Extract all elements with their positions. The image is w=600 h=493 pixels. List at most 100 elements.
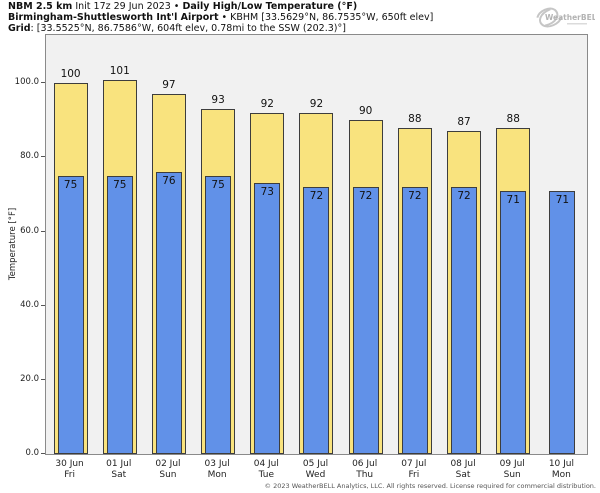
high-value-label: 92 [260, 97, 274, 110]
x-tick-weekday: Mon [551, 470, 571, 480]
x-tick-weekday: Sun [503, 470, 521, 480]
y-tick-label: 100.0 [14, 77, 39, 88]
y-tick-mark [41, 156, 45, 158]
low-temp-bar [254, 183, 281, 454]
high-value-label: 88 [506, 112, 520, 125]
y-tick-mark [41, 304, 45, 306]
x-tick-weekday: Sat [455, 470, 471, 480]
low-temp-bar [205, 175, 232, 454]
bar-group: 100 75 [46, 35, 95, 454]
low-value-label: 76 [162, 175, 176, 188]
x-tick-date: 07 Jul [401, 459, 427, 469]
x-tick-date: 08 Jul [450, 459, 476, 469]
low-value-label: 73 [260, 186, 274, 199]
low-value-label: 71 [506, 193, 520, 206]
x-tick-label: 30 Jun Fri [45, 459, 94, 481]
bar-group: 97 76 [144, 35, 193, 454]
x-tick-weekday: Fri [64, 470, 75, 480]
high-value-label: 100 [60, 68, 81, 81]
weatherbell-logo: WeatherBELL [533, 2, 600, 35]
x-tick-weekday: Mon [207, 470, 227, 480]
bar-group: 71 [538, 35, 587, 454]
model-name: NBM 2.5 km [8, 1, 73, 12]
x-tick-date: 03 Jul [204, 459, 230, 469]
y-tick-label: 80.0 [20, 151, 39, 162]
low-temp-bar [106, 175, 133, 454]
x-tick-label: 02 Jul Sun [143, 459, 192, 481]
x-tick-label: 04 Jul Tue [242, 459, 291, 481]
x-tick-weekday: Wed [305, 470, 326, 480]
high-value-label: 93 [211, 94, 225, 107]
low-temp-bar [401, 187, 428, 454]
x-tick-weekday: Sun [159, 470, 177, 480]
x-tick-date: 09 Jul [499, 459, 525, 469]
weatherbell-logo-text: WeatherBELL [545, 13, 595, 22]
y-tick-label: 40.0 [20, 299, 39, 310]
x-tick-weekday: Thu [356, 470, 374, 480]
title-line-3: Grid: [33.5525°N, 86.7586°W, 604ft elev,… [8, 22, 433, 35]
y-tick-label: 0.0 [25, 448, 39, 458]
bar-group: 101 75 [95, 35, 144, 454]
low-temp-bar [155, 172, 182, 454]
x-tick-label: 03 Jul Mon [193, 459, 242, 481]
high-value-label: 92 [309, 97, 324, 110]
chart-title: Daily High/Low Temperature (°F) [182, 1, 358, 12]
chart-header: NBM 2.5 km Init 17z 29 Jun 2023 • Daily … [8, 1, 434, 35]
x-tick-weekday: Tue [258, 470, 274, 480]
bar-group: 87 72 [439, 35, 488, 454]
low-value-label: 75 [211, 178, 225, 191]
grid-label: Grid [8, 22, 31, 34]
high-value-label: 90 [358, 105, 373, 118]
title-line-1: NBM 2.5 km Init 17z 29 Jun 2023 • Daily … [8, 1, 433, 13]
x-tick-weekday: Sat [111, 470, 127, 480]
low-value-label: 72 [358, 190, 373, 203]
high-value-label: 101 [109, 64, 130, 77]
low-value-label: 71 [555, 193, 570, 206]
x-tick-date: 01 Jul [106, 459, 132, 469]
x-tick-label: 08 Jul Sat [438, 459, 487, 481]
bar-group: 93 75 [194, 35, 243, 454]
y-tick-mark [41, 82, 45, 84]
x-tick-date: 05 Jul [302, 459, 329, 469]
x-tick-date: 10 Jul [548, 459, 574, 469]
y-axis-title: Temperature [°F] [8, 207, 18, 281]
bar-group: 92 72 [292, 35, 341, 454]
x-tick-date: 30 Jun [55, 459, 84, 469]
low-temp-bar [549, 190, 576, 454]
plot-area: 100 75 101 75 97 76 93 75 92 73 92 72 90 72 88 72 87 72 88… [45, 34, 588, 455]
bar-group: 88 72 [390, 35, 439, 454]
x-tick-label: 05 Jul Wed [291, 459, 340, 481]
low-temp-bar [57, 175, 84, 454]
low-value-label: 72 [457, 190, 471, 203]
init-time: Init 17z 29 Jun 2023 • [72, 1, 183, 12]
weatherbell-swirl-icon: WeatherBELL [536, 7, 600, 28]
low-temp-bar [352, 187, 379, 454]
x-tick-label: 06 Jul Thu [340, 459, 389, 481]
y-tick-mark [41, 453, 45, 454]
bar-group: 92 73 [243, 35, 292, 454]
high-value-label: 97 [162, 79, 176, 92]
title-line-2: Birmingham-Shuttlesworth Int'l Airport •… [8, 11, 434, 24]
x-tick-label: 09 Jul Sun [488, 459, 537, 481]
copyright-text: © 2023 WeatherBELL Analytics, LLC. All r… [264, 482, 596, 490]
y-tick-label: 20.0 [20, 373, 39, 384]
x-tick-date: 02 Jul [155, 459, 181, 469]
low-value-label: 72 [309, 190, 324, 203]
x-tick-date: 06 Jul [352, 459, 378, 469]
low-temp-bar [303, 187, 330, 454]
y-tick-mark [41, 230, 45, 232]
low-temp-bar [500, 190, 527, 454]
station-name: Birmingham-Shuttlesworth Int'l Airport [8, 11, 219, 23]
x-tick-label: 07 Jul Fri [389, 459, 438, 481]
y-tick-mark [41, 378, 45, 380]
y-tick-label: 60.0 [20, 225, 39, 236]
high-value-label: 88 [408, 112, 422, 125]
low-value-label: 72 [408, 190, 422, 203]
grid-coords: : [33.5525°N, 86.7586°W, 604ft elev, 0.7… [30, 22, 346, 34]
low-value-label: 75 [113, 178, 127, 191]
low-value-label: 75 [63, 178, 78, 191]
x-tick-date: 04 Jul [253, 459, 279, 469]
x-tick-label: 01 Jul Sat [94, 459, 143, 481]
station-coords: • KBHM [33.5629°N, 86.7535°W, 650ft elev… [218, 11, 434, 23]
